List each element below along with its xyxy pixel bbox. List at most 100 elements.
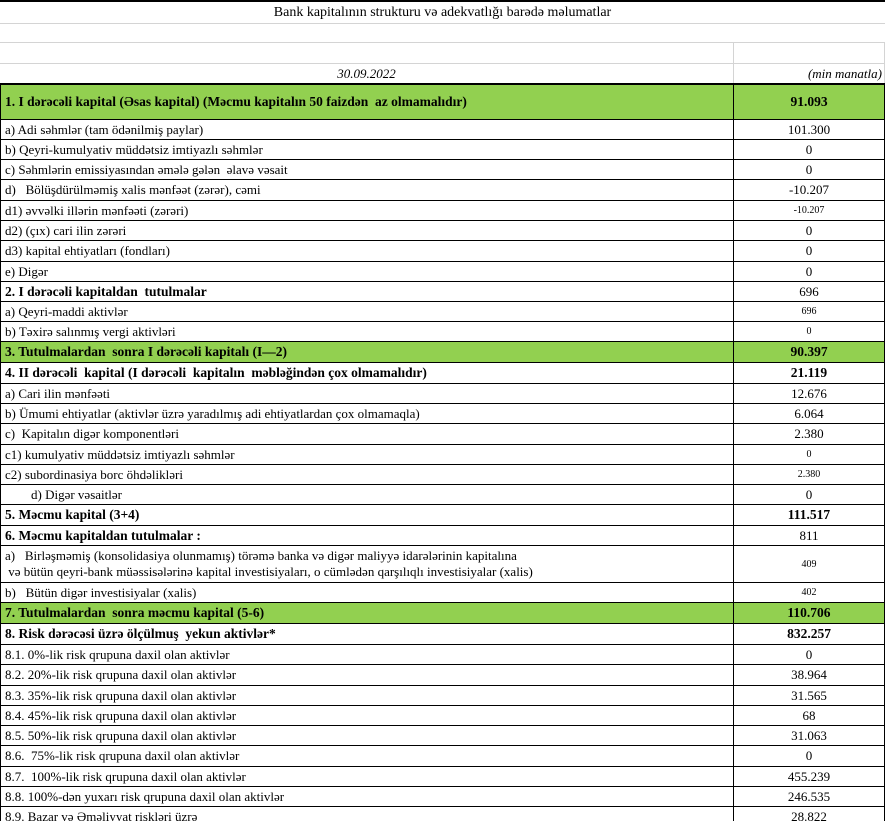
row-label: b) Təxirə salınmış vergi aktivləri xyxy=(1,322,734,341)
date-cell: 30.09.2022 xyxy=(0,64,734,83)
row-value: 31.565 xyxy=(791,687,827,703)
row-label: 8.2. 20%-lik risk qrupuna daxil olan akt… xyxy=(1,665,734,685)
spacer-row xyxy=(0,43,885,64)
row-value: 68 xyxy=(802,707,816,723)
row-value: 0 xyxy=(805,748,813,763)
row-label: c1) kumulyativ müddətsiz imtiyazlı səhml… xyxy=(1,445,734,464)
table-row: c1) kumulyativ müddətsiz imtiyazlı səhml… xyxy=(0,445,885,465)
row-label: d1) əvvəlki illərin mənfəəti (zərəri) xyxy=(1,201,734,220)
table-row: b) Təxirə salınmış vergi aktivləri 0 xyxy=(0,322,885,342)
table-row-tier1-capital: 1. I dərəcəli kapital (Əsas kapital) (Mə… xyxy=(0,85,885,120)
row-label: 6. Məcmu kapitaldan tutulmalar : xyxy=(1,526,734,545)
table-row: 8.5. 50%-lik risk qrupuna daxil olan akt… xyxy=(0,726,885,746)
row-value: 0 xyxy=(805,243,813,258)
row-label: c) Kapitalın digər komponentləri xyxy=(1,424,734,444)
spacer-cell xyxy=(0,43,734,63)
table-row-tier1-deductions: 2. I dərəcəli kapitaldan tutulmalar 696 xyxy=(0,282,885,302)
spacer-cell xyxy=(734,43,885,63)
table-row: c) Kapitalın digər komponentləri 2.380 xyxy=(0,424,885,445)
table-row: b) Ümumi ehtiyatlar (aktivlər üzrə yarad… xyxy=(0,404,885,424)
row-label: a) Birləşməmiş (konsolidasiya olunmamış)… xyxy=(1,546,734,582)
row-label: c2) subordinasiya borc öhdəlikləri xyxy=(1,465,734,484)
row-label: 3. Tutulmalardan sonra I dərəcəli kapita… xyxy=(1,342,734,362)
table-row: d2) (çıx) cari ilin zərəri 0 xyxy=(0,221,885,241)
row-label: 1. I dərəcəli kapital (Əsas kapital) (Mə… xyxy=(1,85,734,119)
row-value: 2.380 xyxy=(797,469,821,480)
row-value: 0 xyxy=(805,141,813,157)
report-date: 30.09.2022 xyxy=(337,65,396,81)
row-value: 38.964 xyxy=(791,667,827,682)
report-title-row: Bank kapitalının strukturu və adekvatlığ… xyxy=(0,0,885,24)
row-label: 8. Risk dərəcəsi üzrə ölçülmuş yekun akt… xyxy=(1,624,734,644)
table-row: 8.3. 35%-lik risk qrupuna daxil olan akt… xyxy=(0,686,885,706)
table-row: a) Adi səhmlər (tam ödənilmiş paylar) 10… xyxy=(0,120,885,140)
row-label: 8.9. Bazar və Əməliyyat riskləri üzrə xyxy=(1,807,734,821)
table-row-total-deductions: 6. Məcmu kapitaldan tutulmalar : 811 xyxy=(0,526,885,546)
row-value: 0 xyxy=(805,161,813,177)
row-label: 8.4. 45%-lik risk qrupuna daxil olan akt… xyxy=(1,706,734,725)
row-label: 4. II dərəcəli kapital (I dərəcəli kapit… xyxy=(1,363,734,383)
table-row: a) Qeyri-maddi aktivlər 696 xyxy=(0,302,885,322)
table-row: c2) subordinasiya borc öhdəlikləri 2.380 xyxy=(0,465,885,485)
row-value: 832.257 xyxy=(787,626,831,641)
row-label: a) Qeyri-maddi aktivlər xyxy=(1,302,734,321)
row-value: 21.119 xyxy=(790,365,828,380)
row-label: a) Cari ilin mənfəəti xyxy=(1,384,734,403)
row-value: -10.207 xyxy=(788,182,830,197)
row-value: 2.380 xyxy=(794,426,824,441)
table-row: d) Digər vəsaitlər 0 xyxy=(0,485,885,505)
row-label: 7. Tutulmalardan sonra məcmu kapital (5-… xyxy=(1,603,734,623)
row-value: 101.300 xyxy=(787,121,831,137)
table-row-total-capital: 5. Məcmu kapital (3+4) 111.517 xyxy=(0,505,885,526)
row-value: 246.535 xyxy=(787,788,831,804)
row-label: d3) kapital ehtiyatları (fondları) xyxy=(1,241,734,261)
row-value: 110.706 xyxy=(787,605,831,620)
row-label: d2) (çıx) cari ilin zərəri xyxy=(1,221,734,240)
table-row: a) Birləşməmiş (konsolidasiya olunmamış)… xyxy=(0,546,885,583)
report-title: Bank kapitalının strukturu və adekvatlığ… xyxy=(273,4,612,20)
table-row: e) Digər 0 xyxy=(0,262,885,282)
table-row-tier2-capital: 4. II dərəcəli kapital (I dərəcəli kapit… xyxy=(0,363,885,384)
table-row: 8.8. 100%-dən yuxarı risk qrupuna daxil … xyxy=(0,787,885,807)
row-label: b) Qeyri-kumulyativ müddətsiz imtiyazlı … xyxy=(1,140,734,159)
row-value: -10.207 xyxy=(793,205,825,216)
row-label: 8.8. 100%-dən yuxarı risk qrupuna daxil … xyxy=(1,787,734,806)
capital-table: 1. I dərəcəli kapital (Əsas kapital) (Mə… xyxy=(0,83,885,821)
row-label: 8.7. 100%-lik risk qrupuna daxil olan ak… xyxy=(1,767,734,786)
row-label: a) Adi səhmlər (tam ödənilmiş paylar) xyxy=(1,120,734,139)
table-row: d3) kapital ehtiyatları (fondları) 0 xyxy=(0,241,885,262)
row-value: 402 xyxy=(801,587,817,598)
table-row: 8.1. 0%-lik risk qrupuna daxil olan akti… xyxy=(0,645,885,665)
row-value: 409 xyxy=(801,558,817,570)
row-value: 0 xyxy=(805,486,813,502)
row-label: c) Səhmlərin emissiyasından əmələ gələn … xyxy=(1,160,734,179)
table-row: 8.2. 20%-lik risk qrupuna daxil olan akt… xyxy=(0,665,885,686)
row-value: 111.517 xyxy=(787,507,831,522)
row-label: 2. I dərəcəli kapitaldan tutulmalar xyxy=(1,282,734,301)
row-label: 5. Məcmu kapital (3+4) xyxy=(1,505,734,525)
unit-cell: (min manatla) xyxy=(734,64,885,83)
table-row: d) Bölüşdürülməmiş xalis mənfəət (zərər)… xyxy=(0,180,885,201)
row-value: 0 xyxy=(805,646,813,662)
row-label: b) Ümumi ehtiyatlar (aktivlər üzrə yarad… xyxy=(1,404,734,423)
spacer-row xyxy=(0,24,885,43)
row-label: 8.5. 50%-lik risk qrupuna daxil olan akt… xyxy=(1,726,734,745)
unit-note: (min manatla) xyxy=(807,65,882,81)
row-label: b) Bütün digər investisiyalar (xalis) xyxy=(1,583,734,602)
row-value: 12.676 xyxy=(791,385,827,401)
table-row: b) Qeyri-kumulyativ müddətsiz imtiyazlı … xyxy=(0,140,885,160)
row-label: d) Digər vəsaitlər xyxy=(1,485,734,504)
table-row: 8.6. 75%-lik risk qrupuna daxil olan akt… xyxy=(0,746,885,767)
date-row: 30.09.2022 (min manatla) xyxy=(0,64,885,83)
table-row: 8.4. 45%-lik risk qrupuna daxil olan akt… xyxy=(0,706,885,726)
table-row: 8.7. 100%-lik risk qrupuna daxil olan ak… xyxy=(0,767,885,787)
table-row: d1) əvvəlki illərin mənfəəti (zərəri) -1… xyxy=(0,201,885,221)
row-value: 31.063 xyxy=(791,727,827,743)
row-value: 0 xyxy=(806,326,812,337)
row-label: d) Bölüşdürülməmiş xalis mənfəət (zərər)… xyxy=(1,180,734,200)
row-label: 8.3. 35%-lik risk qrupuna daxil olan akt… xyxy=(1,686,734,705)
table-row: c) Səhmlərin emissiyasından əmələ gələn … xyxy=(0,160,885,180)
row-value: 90.397 xyxy=(790,344,828,359)
